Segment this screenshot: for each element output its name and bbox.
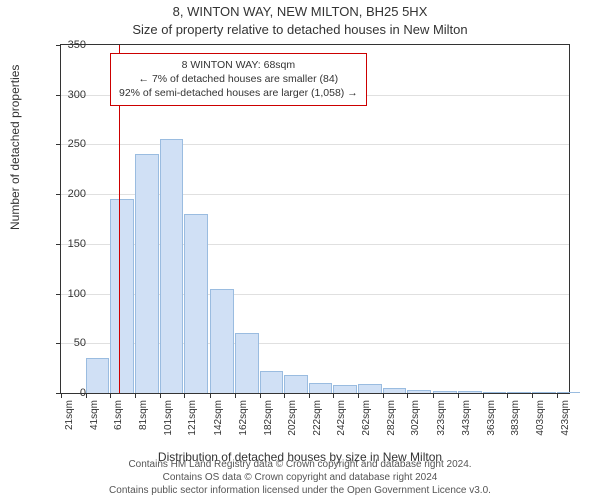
xtick-mark [284, 393, 285, 398]
xtick-mark [358, 393, 359, 398]
callout-line-2: ← 7% of detached houses are smaller (84) [119, 72, 358, 86]
histogram-bar [260, 371, 284, 393]
xtick-mark [235, 393, 236, 398]
ytick-label: 150 [46, 238, 86, 250]
histogram-bar [160, 139, 184, 393]
histogram-bar [235, 333, 259, 393]
histogram-bar [507, 392, 531, 393]
xtick-label: 101sqm [163, 400, 174, 440]
xtick-mark [458, 393, 459, 398]
gridline-h [61, 144, 569, 145]
xtick-mark [532, 393, 533, 398]
xtick-label: 343sqm [461, 400, 472, 440]
ytick-label: 350 [46, 39, 86, 51]
xtick-mark [210, 393, 211, 398]
histogram-bar [86, 358, 110, 393]
chart-title-sub: Size of property relative to detached ho… [0, 22, 600, 37]
xtick-label: 423sqm [560, 400, 571, 440]
histogram-bar [284, 375, 308, 393]
ytick-label: 100 [46, 288, 86, 300]
footer-line-2: Contains OS data © Crown copyright and d… [0, 471, 600, 484]
xtick-mark [407, 393, 408, 398]
xtick-mark [260, 393, 261, 398]
footer-line-1: Contains HM Land Registry data © Crown c… [0, 458, 600, 471]
xtick-mark [135, 393, 136, 398]
histogram-bar [407, 390, 431, 393]
histogram-bar [458, 391, 482, 393]
histogram-bar [532, 392, 556, 393]
chart-container: 8, WINTON WAY, NEW MILTON, BH25 5HX Size… [0, 0, 600, 500]
ytick-label: 250 [46, 138, 86, 150]
histogram-bar [210, 289, 234, 393]
xtick-mark [184, 393, 185, 398]
xtick-label: 383sqm [510, 400, 521, 440]
xtick-mark [383, 393, 384, 398]
histogram-bar [483, 392, 507, 393]
footer-line-3: Contains public sector information licen… [0, 484, 600, 497]
y-axis-label: Number of detached properties [8, 65, 22, 230]
xtick-label: 282sqm [386, 400, 397, 440]
xtick-label: 262sqm [361, 400, 372, 440]
xtick-label: 202sqm [287, 400, 298, 440]
xtick-mark [483, 393, 484, 398]
xtick-label: 142sqm [213, 400, 224, 440]
xtick-mark [110, 393, 111, 398]
xtick-label: 222sqm [312, 400, 323, 440]
xtick-label: 81sqm [138, 400, 149, 440]
xtick-mark [309, 393, 310, 398]
callout-line-1: 8 WINTON WAY: 68sqm [119, 58, 358, 72]
histogram-bar [557, 392, 581, 393]
xtick-label: 403sqm [535, 400, 546, 440]
xtick-label: 302sqm [410, 400, 421, 440]
ytick-label: 0 [46, 387, 86, 399]
histogram-bar [333, 385, 357, 393]
xtick-label: 363sqm [486, 400, 497, 440]
histogram-bar [383, 388, 407, 393]
xtick-mark [433, 393, 434, 398]
histogram-bar [184, 214, 208, 393]
histogram-bar [358, 384, 382, 393]
ytick-label: 50 [46, 337, 86, 349]
xtick-label: 121sqm [187, 400, 198, 440]
histogram-bar [433, 391, 457, 393]
histogram-bar [110, 199, 134, 393]
xtick-label: 41sqm [89, 400, 100, 440]
xtick-mark [160, 393, 161, 398]
callout-line-3: 92% of semi-detached houses are larger (… [119, 86, 358, 100]
histogram-bar [135, 154, 159, 393]
xtick-label: 21sqm [64, 400, 75, 440]
xtick-mark [557, 393, 558, 398]
chart-title-main: 8, WINTON WAY, NEW MILTON, BH25 5HX [0, 4, 600, 19]
xtick-mark [507, 393, 508, 398]
ytick-label: 300 [46, 89, 86, 101]
xtick-label: 162sqm [238, 400, 249, 440]
xtick-label: 323sqm [436, 400, 447, 440]
callout-box: 8 WINTON WAY: 68sqm ← 7% of detached hou… [110, 53, 367, 106]
xtick-mark [333, 393, 334, 398]
histogram-bar [309, 383, 333, 393]
xtick-label: 182sqm [263, 400, 274, 440]
xtick-label: 61sqm [113, 400, 124, 440]
chart-footer: Contains HM Land Registry data © Crown c… [0, 458, 600, 497]
xtick-label: 242sqm [336, 400, 347, 440]
ytick-label: 200 [46, 188, 86, 200]
